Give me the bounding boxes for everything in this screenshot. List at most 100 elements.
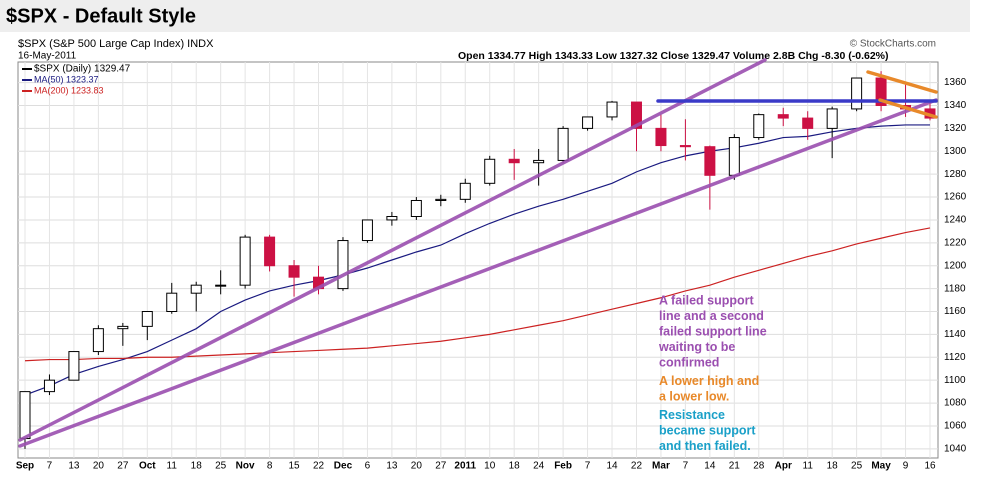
candle-body [630, 101, 642, 129]
candle-body [582, 116, 594, 129]
x-tick-label: 18 [509, 461, 521, 472]
y-tick-label: 1080 [944, 398, 967, 409]
annotation: and then failed. [659, 439, 751, 453]
candle-body [802, 117, 814, 129]
y-tick-label: 1040 [944, 443, 967, 454]
x-tick-label: 21 [729, 461, 741, 472]
candle-body [166, 292, 178, 313]
candle-body [435, 198, 447, 201]
candle-body [43, 379, 55, 393]
source: © StockCharts.com [850, 39, 936, 50]
x-tick-label: 10 [484, 461, 496, 472]
candle-body [117, 325, 129, 330]
x-tick-label: May [871, 461, 891, 472]
ma-line [24, 227, 931, 362]
x-tick-label: Mar [652, 461, 670, 472]
x-tick-label: 18 [827, 461, 839, 472]
x-tick-label: 7 [683, 461, 689, 472]
y-tick-label: 1260 [944, 192, 967, 203]
y-tick-label: 1300 [944, 146, 967, 157]
candle-body [361, 219, 373, 242]
legend-label: MA(50) 1323.37 [34, 74, 99, 84]
date: 16-May-2011 [18, 51, 77, 62]
x-tick-label: 15 [288, 461, 300, 472]
y-tick-label: 1240 [944, 215, 967, 226]
y-tick-label: 1180 [944, 283, 966, 294]
chart-title: $SPX - Default Style [6, 5, 196, 27]
y-tick-label: 1140 [944, 329, 966, 340]
x-tick-label: 7 [47, 461, 53, 472]
annotation: a lower low. [659, 389, 729, 403]
candle-body [215, 284, 227, 287]
channel-line [866, 70, 938, 94]
trendline [18, 58, 767, 442]
candle-body [264, 236, 276, 267]
candle-body [851, 77, 863, 110]
x-tick-label: 9 [903, 461, 909, 472]
candle-body [337, 240, 349, 290]
x-tick-label: Oct [139, 461, 156, 472]
x-tick-label: 8 [267, 461, 273, 472]
y-tick-label: 1280 [944, 169, 967, 180]
annotation: Resistance [659, 408, 725, 422]
x-tick-label: 25 [215, 461, 227, 472]
x-tick-label: 11 [167, 461, 178, 472]
x-tick-label: 11 [803, 461, 814, 472]
x-tick-label: 27 [435, 461, 447, 472]
candle-body [826, 108, 838, 129]
x-tick-label: 13 [386, 461, 398, 472]
x-tick-label: 25 [851, 461, 863, 472]
candle-body [728, 137, 740, 176]
x-tick-label: 7 [585, 461, 591, 472]
x-tick-label: 13 [68, 461, 80, 472]
ma-lines [24, 124, 931, 396]
candle-body [19, 391, 31, 440]
plot-area [17, 61, 939, 459]
y-tick-label: 1120 [944, 352, 966, 363]
candle-body [288, 265, 300, 278]
candle-body [704, 146, 716, 176]
candle-body [141, 311, 153, 327]
annotation: failed support line [659, 324, 767, 338]
annotation: became support [659, 423, 756, 437]
candle-body [533, 159, 545, 164]
candle-body [459, 182, 471, 200]
x-tick-label: Apr [775, 461, 792, 472]
candle-body [410, 199, 422, 218]
x-tick-label: Dec [334, 461, 353, 472]
x-tick-label: 22 [313, 461, 325, 472]
y-tick-label: 1160 [944, 306, 966, 317]
annotations: A failed support line and a secondfailed … [658, 293, 767, 453]
candle-body [239, 236, 251, 286]
candle-body [777, 114, 789, 119]
x-tick-label: 24 [533, 461, 545, 472]
subtitle: $SPX (S&P 500 Large Cap Index) INDX [18, 38, 214, 50]
title-bar [0, 0, 970, 32]
y-tick-label: 1060 [944, 421, 967, 432]
candle-body [606, 101, 618, 118]
x-tick-label: 20 [411, 461, 423, 472]
legend-label: MA(200) 1233.83 [34, 85, 104, 95]
x-tick-label: 28 [753, 461, 765, 472]
x-tick-label: 27 [117, 461, 129, 472]
x-tick-label: 20 [93, 461, 105, 472]
annotation: confirmed [659, 355, 719, 369]
candle-body [753, 114, 765, 139]
trendlines [18, 58, 938, 448]
y-tick-label: 1200 [944, 260, 967, 271]
x-tick-label: 14 [606, 461, 618, 472]
y-tick-label: 1220 [944, 237, 967, 248]
candles [19, 71, 936, 449]
x-tick-label: 2011 [454, 461, 476, 472]
legend-label: $SPX (Daily) 1329.47 [34, 64, 131, 75]
candle-body [679, 145, 691, 148]
quote: Open 1334.77 High 1343.33 Low 1327.32 Cl… [458, 50, 889, 62]
candle-body [68, 351, 80, 381]
channel-line [878, 98, 938, 119]
x-tick-label: 16 [924, 461, 936, 472]
x-tick-label: 18 [191, 461, 203, 472]
y-tick-label: 1360 [944, 77, 967, 88]
candle-body [484, 158, 496, 184]
x-tick-label: Feb [554, 461, 572, 472]
